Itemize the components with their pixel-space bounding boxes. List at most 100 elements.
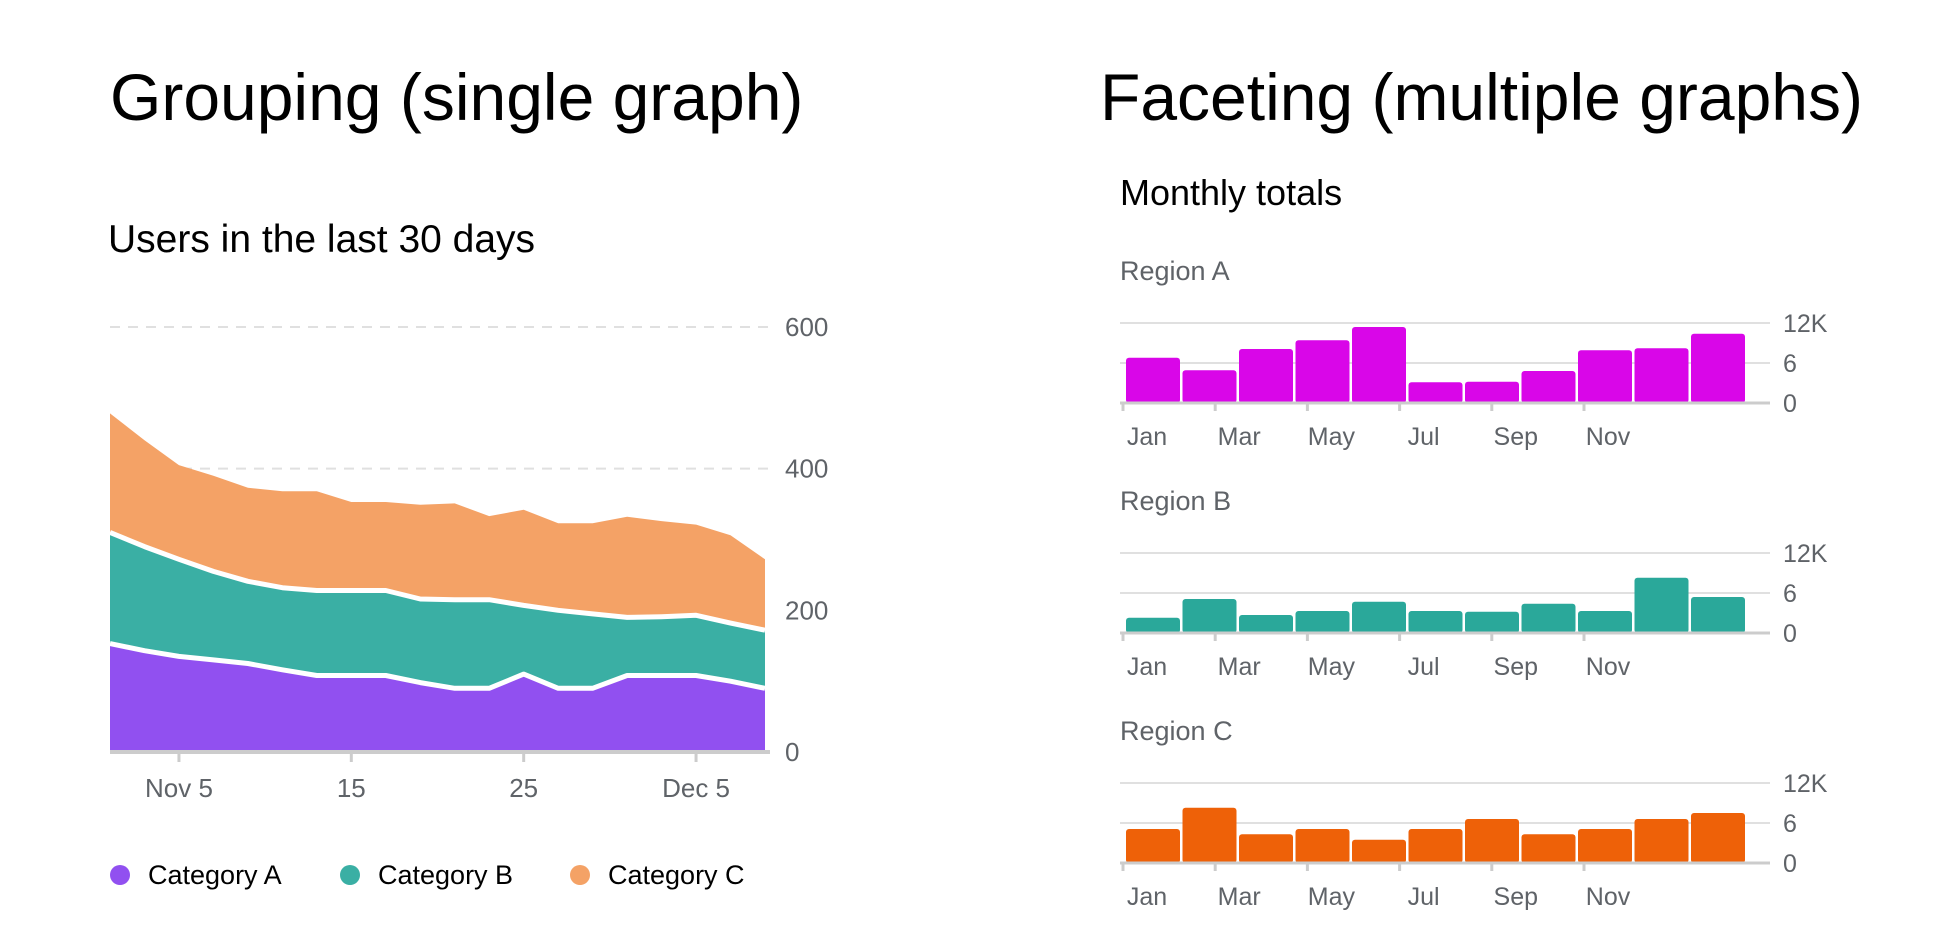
heading-faceting: Faceting (multiple graphs) <box>1100 60 1863 134</box>
facet-bar <box>1691 813 1745 863</box>
heading-grouping: Grouping (single graph) <box>110 60 803 134</box>
facet-bar <box>1521 603 1576 633</box>
area-series-2 <box>110 532 765 689</box>
facet-bar <box>1239 834 1293 863</box>
chart-title-monthly-totals: Monthly totals <box>1120 172 1342 213</box>
facet-bar <box>1465 819 1519 863</box>
area-x-axis: Nov 5 15 25 Dec 5 <box>110 750 770 803</box>
facet-y-tick-label: 0 <box>1783 390 1797 418</box>
stacked-area-chart: Users in the last 30 days Nov 5 15 25 Dec 5… <box>108 218 828 890</box>
facet-x-tick-label: May <box>1308 653 1356 681</box>
facet-x-tick-label: Jan <box>1127 883 1167 911</box>
facet-y-tick-label: 6 <box>1783 810 1797 838</box>
facet-x-tick-label: Jul <box>1408 423 1440 451</box>
chart-title-users: Users in the last 30 days <box>108 218 535 261</box>
facet-y-tick-label: 12K <box>1783 540 1828 568</box>
legend-swatch <box>570 865 590 885</box>
legend-item: Category C <box>570 860 745 890</box>
facet-bar <box>1182 370 1237 403</box>
facet-y-tick-label: 6 <box>1783 350 1797 378</box>
legend-item: Category A <box>110 860 282 890</box>
facet-x-tick-label: Nov <box>1586 883 1631 911</box>
area-x-tick-label: 25 <box>509 773 538 803</box>
area-y-axis: 0 200 400 600 <box>785 312 828 767</box>
legend-label: Category A <box>148 860 282 890</box>
facet-title: Region A <box>1120 256 1230 286</box>
facet-x-tick-label: Nov <box>1586 423 1631 451</box>
facet-bar <box>1239 349 1293 403</box>
facet-x-tick-label: Sep <box>1494 653 1538 681</box>
facet-panel-a: Region A Jan Mar May Jul Sep Nov 0 6 12K <box>1120 256 1828 451</box>
area-x-tick-label: Nov 5 <box>145 773 213 803</box>
area-y-tick-label: 0 <box>785 737 799 767</box>
facet-bar <box>1634 348 1689 403</box>
facet-panel-c: Region C Jan Mar May Jul Sep Nov 0 6 12K <box>1120 716 1828 911</box>
facet-x-tick-label: Sep <box>1494 883 1538 911</box>
area-series-boundary-1 <box>109 641 766 691</box>
area-series-3 <box>110 413 765 631</box>
facet-title: Region B <box>1120 486 1231 516</box>
facet-x-tick-label: Mar <box>1218 883 1261 911</box>
area-layers <box>109 413 766 752</box>
facet-bar <box>1295 340 1350 403</box>
facet-bar <box>1295 611 1350 633</box>
legend-swatch <box>110 865 130 885</box>
facet-x-tick-label: May <box>1308 423 1356 451</box>
facet-y-tick-label: 0 <box>1783 620 1797 648</box>
area-y-tick-label: 600 <box>785 312 828 342</box>
facet-bar <box>1521 371 1576 403</box>
facet-x-tick-label: May <box>1308 883 1356 911</box>
facet-bar <box>1239 615 1293 633</box>
legend-label: Category B <box>378 860 513 890</box>
facet-bar <box>1465 611 1519 633</box>
facet-bar <box>1352 327 1406 403</box>
legend: Category A Category B Category C <box>110 860 745 890</box>
facet-bar <box>1465 381 1519 403</box>
facet-x-tick-label: Jul <box>1408 653 1440 681</box>
facet-bar <box>1352 839 1406 863</box>
area-series-boundary-2 <box>109 530 766 633</box>
facet-bar <box>1634 819 1689 863</box>
facet-bar <box>1352 601 1406 633</box>
facet-bar <box>1691 597 1745 633</box>
facet-title: Region C <box>1120 716 1233 746</box>
facet-bar <box>1182 599 1237 633</box>
facet-bar <box>1126 357 1180 403</box>
facet-bar <box>1126 829 1180 863</box>
facet-y-tick-label: 0 <box>1783 850 1797 878</box>
facet-bar <box>1408 382 1463 403</box>
area-x-tick-label: Dec 5 <box>662 773 730 803</box>
facet-bar <box>1578 829 1632 863</box>
area-gridlines <box>110 326 775 470</box>
facet-bar <box>1126 617 1180 633</box>
facet-bar <box>1295 829 1350 863</box>
facet-x-tick-label: Mar <box>1218 423 1261 451</box>
facet-panels: Region A Jan Mar May Jul Sep Nov 0 6 12K Region B J… <box>1120 256 1828 911</box>
facet-x-tick-label: Nov <box>1586 653 1631 681</box>
facet-bar <box>1691 333 1745 403</box>
facet-x-tick-label: Jul <box>1408 883 1440 911</box>
area-x-tick-label: 15 <box>337 773 366 803</box>
area-y-tick-label: 200 <box>785 595 828 625</box>
area-y-tick-label: 400 <box>785 454 828 484</box>
facet-x-tick-label: Jan <box>1127 653 1167 681</box>
facet-y-tick-label: 12K <box>1783 770 1828 798</box>
legend-item: Category B <box>340 860 513 890</box>
legend-swatch <box>340 865 360 885</box>
facet-bar <box>1521 834 1576 863</box>
facet-bar <box>1578 611 1632 633</box>
facet-bar <box>1408 829 1463 863</box>
legend-label: Category C <box>608 860 745 890</box>
facet-y-tick-label: 6 <box>1783 580 1797 608</box>
facet-x-tick-label: Jan <box>1127 423 1167 451</box>
facet-bar <box>1634 577 1689 633</box>
facet-panel-b: Region B Jan Mar May Jul Sep Nov 0 6 12K <box>1120 486 1828 681</box>
faceted-bar-charts: Monthly totals Region A Jan Mar May Jul Sep No… <box>1120 172 1828 911</box>
facet-x-tick-label: Mar <box>1218 653 1261 681</box>
facet-bar <box>1578 350 1632 403</box>
facet-y-tick-label: 12K <box>1783 310 1828 338</box>
facet-x-tick-label: Sep <box>1494 423 1538 451</box>
facet-bar <box>1408 611 1463 633</box>
facet-bar <box>1182 807 1237 863</box>
